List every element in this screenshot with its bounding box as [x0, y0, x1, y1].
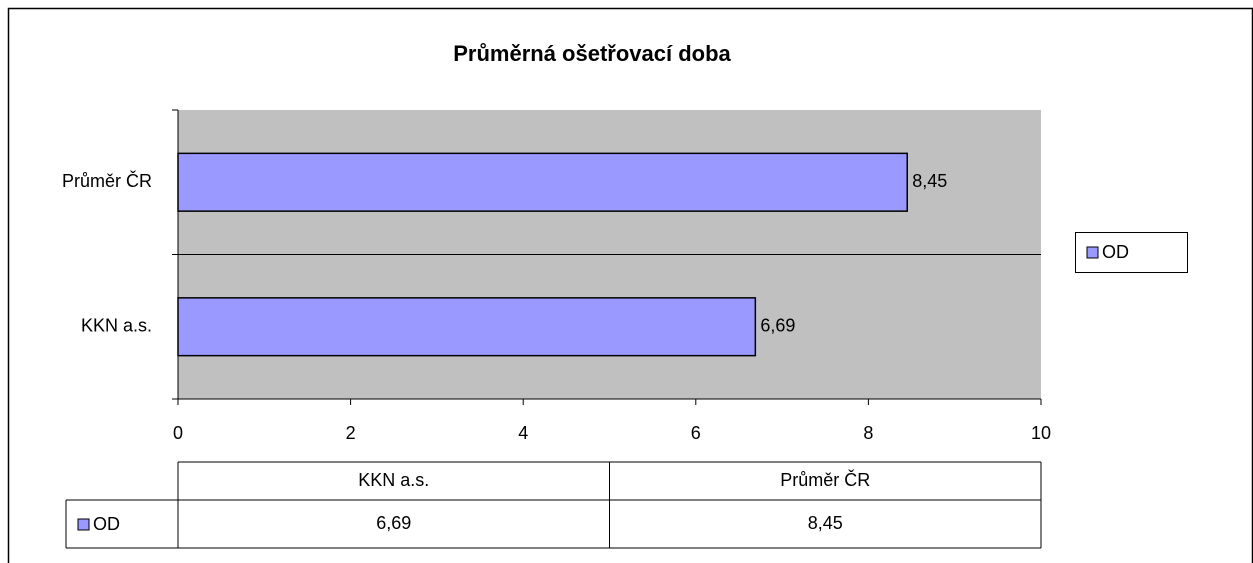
table-legend-key: [77, 518, 90, 531]
table-row-label: OD: [93, 514, 120, 534]
x-tick-label: 4: [518, 423, 528, 443]
legend-label: OD: [1102, 242, 1129, 262]
table-value: 8,45: [808, 513, 843, 533]
x-tick-label: 2: [346, 423, 356, 443]
legend-key: [1086, 246, 1099, 259]
y-tick-label: Průměr ČR: [62, 170, 152, 191]
y-tick-label: KKN a.s.: [81, 316, 152, 336]
data-label: 8,45: [912, 171, 947, 191]
table-value: 6,69: [376, 513, 411, 533]
x-tick-label: 8: [863, 423, 873, 443]
table-header: KKN a.s.: [358, 470, 429, 490]
x-tick-label: 6: [691, 423, 701, 443]
table-header: Průměr ČR: [780, 469, 870, 490]
bar: [177, 152, 908, 212]
data-label: 6,69: [760, 316, 795, 336]
x-tick-label: 10: [1031, 423, 1051, 443]
bar: [177, 297, 757, 357]
chart-title: Průměrná ošetřovací doba: [453, 41, 731, 66]
x-tick-label: 0: [173, 423, 183, 443]
